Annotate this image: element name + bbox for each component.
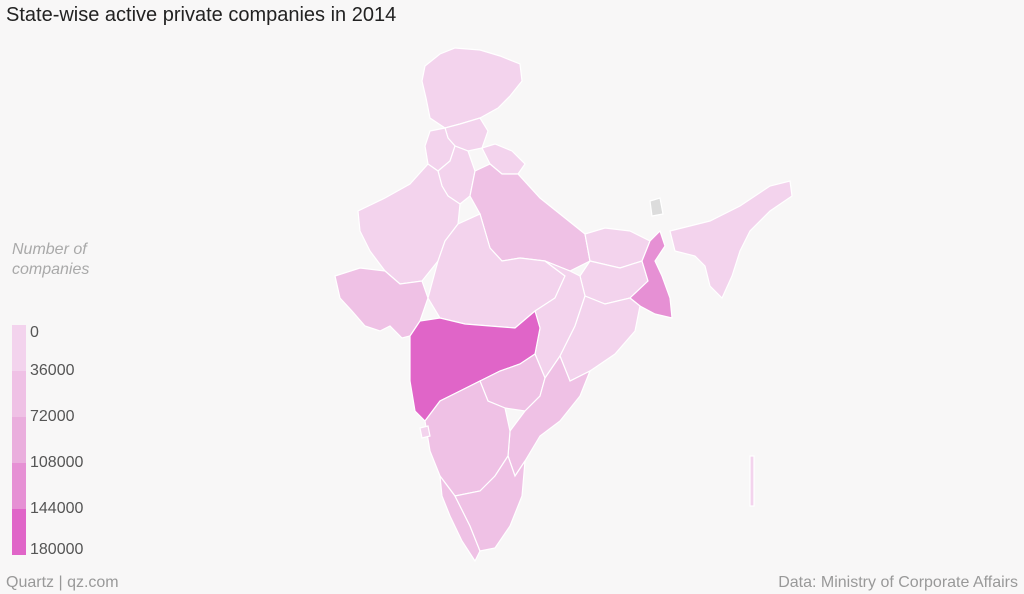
chart-title: State-wise active private companies in 2… xyxy=(6,4,397,26)
legend-swatch xyxy=(12,325,26,371)
region-jammu-and-kashmir xyxy=(421,47,523,129)
india-choropleth-map xyxy=(334,47,793,563)
legend-label: 72000 xyxy=(30,408,75,425)
region-odisha xyxy=(559,295,641,382)
region-goa xyxy=(419,425,431,439)
legend-swatch xyxy=(12,509,26,555)
region-tamil-nadu xyxy=(454,454,526,552)
legend-label: 36000 xyxy=(30,362,75,379)
region-andaman-and-nicobar-islands xyxy=(749,455,755,507)
legend-title-line2: companies xyxy=(12,261,90,278)
legend-label: 0 xyxy=(30,324,39,341)
footer-credit: Quartz | qz.com xyxy=(6,574,119,591)
legend-color-bar xyxy=(12,325,26,555)
legend-label: 108000 xyxy=(30,454,84,471)
footer-data-source: Data: Ministry of Corporate Affairs xyxy=(778,574,1018,591)
legend-label: 144000 xyxy=(30,500,84,517)
legend-title-line1: Number of xyxy=(12,241,87,258)
legend-swatch xyxy=(12,371,26,417)
legend-swatch xyxy=(12,463,26,509)
legend-title: Number of companies xyxy=(12,240,132,280)
region-northeast-states xyxy=(669,180,793,300)
legend-label: 180000 xyxy=(30,541,84,558)
legend-swatch xyxy=(12,417,26,463)
region-west-bengal xyxy=(629,229,673,319)
region-sikkim xyxy=(649,197,664,217)
